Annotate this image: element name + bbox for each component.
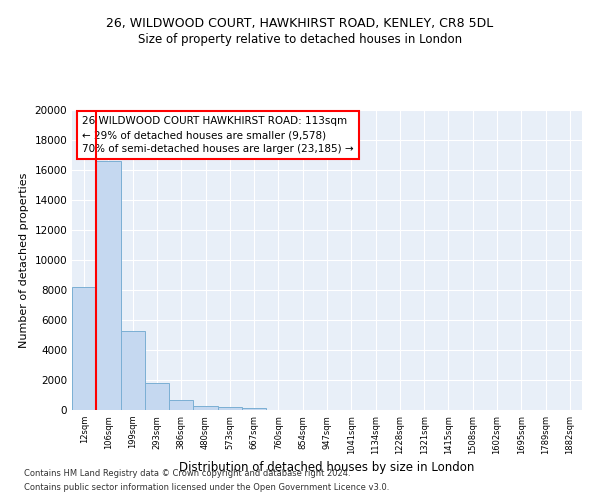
Bar	[218, 407, 242, 410]
X-axis label: Distribution of detached houses by size in London: Distribution of detached houses by size …	[179, 461, 475, 474]
Text: Size of property relative to detached houses in London: Size of property relative to detached ho…	[138, 32, 462, 46]
Bar	[242, 408, 266, 410]
Bar	[193, 406, 218, 410]
Text: 26, WILDWOOD COURT, HAWKHIRST ROAD, KENLEY, CR8 5DL: 26, WILDWOOD COURT, HAWKHIRST ROAD, KENL…	[106, 18, 494, 30]
Bar	[72, 287, 96, 410]
Text: Contains HM Land Registry data © Crown copyright and database right 2024.: Contains HM Land Registry data © Crown c…	[24, 468, 350, 477]
Bar	[121, 330, 145, 410]
Text: 26 WILDWOOD COURT HAWKHIRST ROAD: 113sqm
← 29% of detached houses are smaller (9: 26 WILDWOOD COURT HAWKHIRST ROAD: 113sqm…	[82, 116, 354, 154]
Bar	[145, 383, 169, 410]
Bar	[96, 161, 121, 410]
Bar	[169, 400, 193, 410]
Y-axis label: Number of detached properties: Number of detached properties	[19, 172, 29, 348]
Text: Contains public sector information licensed under the Open Government Licence v3: Contains public sector information licen…	[24, 484, 389, 492]
